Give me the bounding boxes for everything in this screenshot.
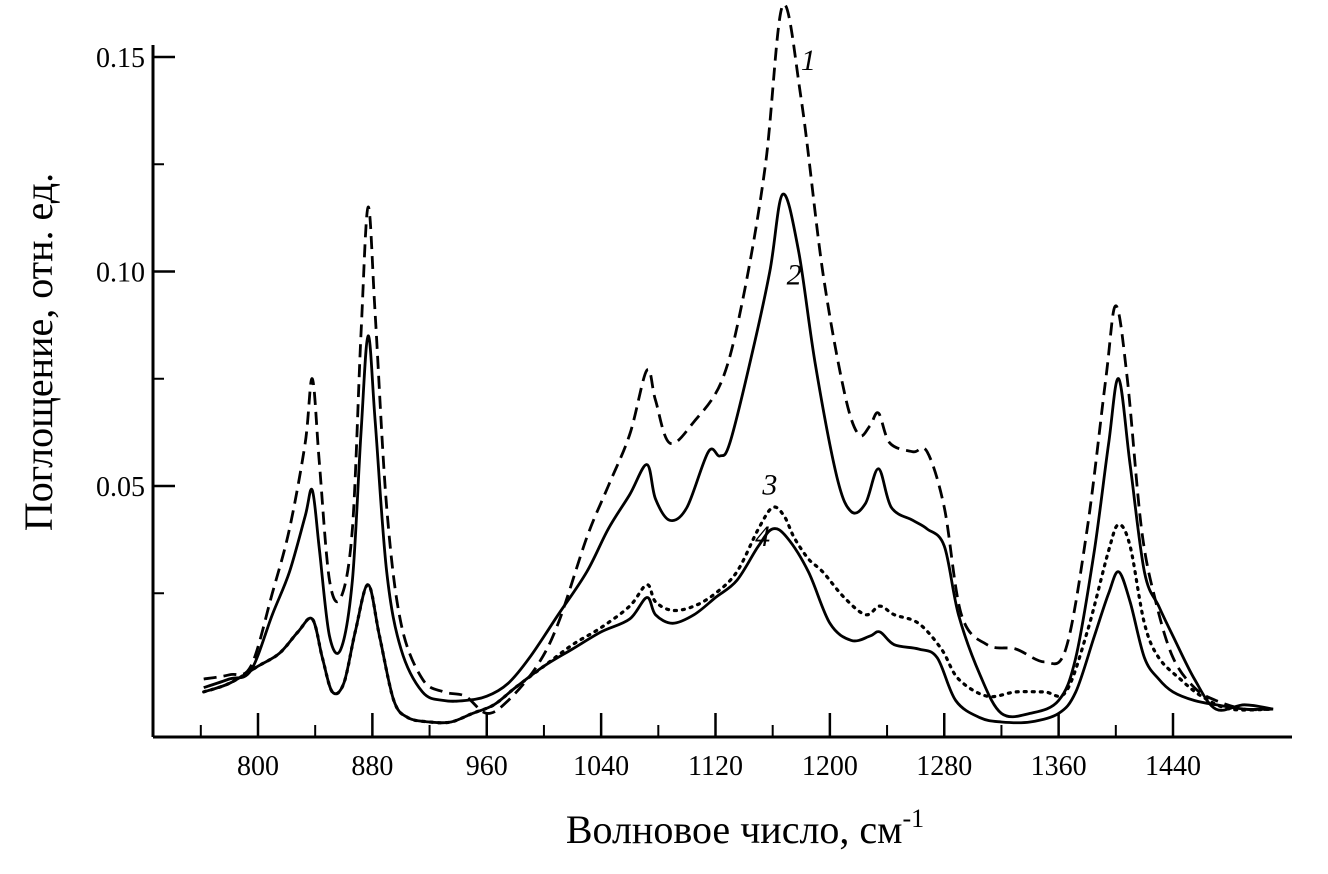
- series-line-2: [203, 192, 1274, 719]
- series-label-4: 4: [755, 520, 770, 553]
- series-label-2: 2: [787, 258, 802, 291]
- series-line-1: [203, 2, 1274, 715]
- y-axis-title: Поглощение, отн. ед.: [16, 173, 61, 531]
- x-tick-label: 1440: [1145, 751, 1201, 782]
- x-tick-label: 1040: [573, 751, 629, 782]
- x-tick-label: 960: [466, 751, 508, 782]
- series-label-1: 1: [801, 44, 816, 77]
- series-label-3: 3: [761, 469, 777, 502]
- y-ticks: 0.05 0.10 0.15: [96, 43, 175, 595]
- x-axis-title: Волновое число, см-1: [566, 804, 924, 852]
- x-tick-label: 1200: [802, 751, 858, 782]
- series-labels: 1 2 3 4: [755, 44, 816, 553]
- x-tick-label: 1280: [916, 751, 972, 782]
- x-tick-label: 1360: [1031, 751, 1087, 782]
- series-group: [202, 2, 1275, 725]
- x-axis-title-text: Волновое число, см: [566, 807, 903, 852]
- y-tick-label: 0.15: [96, 43, 145, 74]
- axes: [151, 45, 1292, 739]
- y-tick-label: 0.10: [96, 258, 145, 289]
- x-tick-label: 800: [237, 751, 279, 782]
- y-tick-label: 0.05: [96, 472, 145, 503]
- x-axis-title-superscript: -1: [903, 804, 925, 833]
- x-ticks: 800 880 960 1040 1120 1200 1280 1360 1440: [199, 713, 1201, 782]
- x-tick-label: 1120: [688, 751, 743, 782]
- series-line-4: [203, 527, 1274, 725]
- series-line-3: [202, 505, 1275, 725]
- x-tick-label: 880: [351, 751, 393, 782]
